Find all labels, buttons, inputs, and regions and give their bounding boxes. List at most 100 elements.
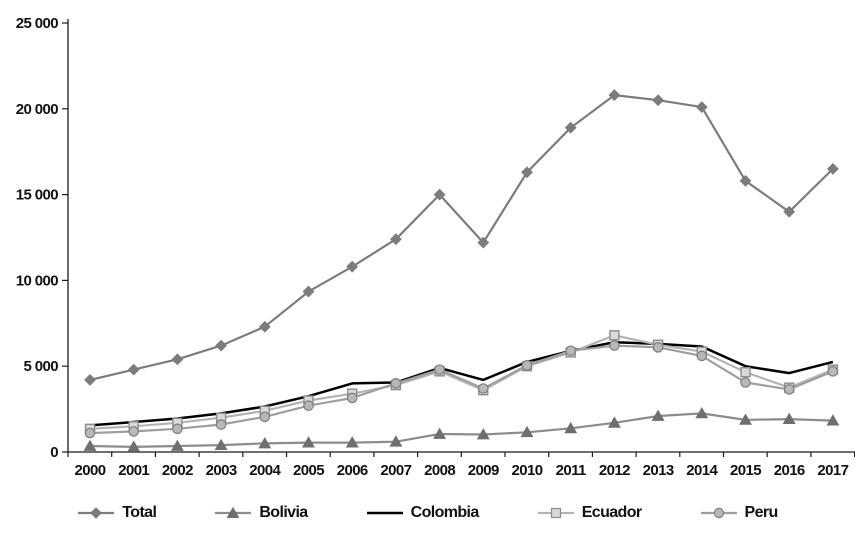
series-total-marker <box>695 101 708 113</box>
series-bolivia-marker <box>302 436 315 448</box>
series-peru-marker <box>521 360 533 371</box>
series-bolivia-marker <box>127 440 141 452</box>
line-chart-plot: 0 5 000 10 000 15 000 20 000 25 000 2000 2001 20… <box>16 15 855 479</box>
series-total-line <box>89 93 834 381</box>
series-ecuador-marker <box>609 330 620 341</box>
series-bolivia-marker <box>564 421 578 434</box>
legend-label-total: Total <box>122 503 157 521</box>
series-bolivia-marker <box>170 439 184 451</box>
series-peru-marker <box>434 364 445 375</box>
series-peru-marker <box>565 345 576 357</box>
series-peru-marker <box>740 377 751 388</box>
legend-bolivia-triangle-icon <box>215 506 252 518</box>
x-axis-tick-label: 2016 <box>774 462 805 479</box>
x-axis-tick-label: 2005 <box>293 462 324 479</box>
series-total-marker <box>84 374 96 386</box>
x-axis-tick-label: 2011 <box>556 462 586 479</box>
series-total-marker <box>302 285 315 298</box>
series-total-marker <box>521 166 533 179</box>
legend-colombia-line-icon <box>366 511 403 514</box>
legend-label-ecuador: Ecuador <box>581 503 642 521</box>
series-peru-marker <box>128 426 139 437</box>
legend-total-diamond-icon <box>78 506 115 519</box>
series-bolivia-marker <box>214 438 228 451</box>
x-axis-tick-label: 2010 <box>512 462 543 479</box>
y-axis-tick-label: 10 000 <box>16 272 59 289</box>
series-bolivia-marker <box>345 436 359 448</box>
x-axis-tick-label: 2014 <box>686 462 718 479</box>
series-total-marker <box>258 320 271 333</box>
series-bolivia-marker <box>826 414 840 426</box>
series-peru-marker <box>215 419 227 430</box>
series-total-marker <box>477 236 490 249</box>
series-peru-marker <box>390 378 402 389</box>
series-peru-marker <box>346 392 358 404</box>
series-bolivia-marker <box>739 413 752 425</box>
x-axis-tick-label: 2013 <box>643 462 674 479</box>
legend-item-bolivia: Bolivia <box>214 503 308 522</box>
chart-legend: Total Bolivia Colombia Ecuador Peru <box>0 492 855 533</box>
series-bolivia-marker <box>433 427 447 439</box>
legend-item-total: Total <box>77 503 157 522</box>
legend-item-peru: Peru <box>700 504 778 522</box>
x-axis-tick-label: 2002 <box>162 462 193 479</box>
series-bolivia-marker <box>607 416 621 428</box>
series-total-marker <box>171 353 184 366</box>
series-peru-marker <box>652 342 664 353</box>
x-axis-tick-label: 2017 <box>817 462 848 479</box>
series-total-marker <box>389 233 402 246</box>
legend-label-colombia: Colombia <box>410 503 480 521</box>
series-bolivia-marker <box>258 437 272 449</box>
x-axis-tick-label: 2007 <box>380 462 411 479</box>
series-bolivia-marker <box>389 435 403 447</box>
x-axis-tick-label: 2003 <box>206 462 237 479</box>
legend-label-bolivia: Bolivia <box>259 503 308 521</box>
series-bolivia-marker <box>782 412 796 424</box>
series-total-marker <box>215 339 228 352</box>
legend-ecuador-square-icon <box>537 507 574 518</box>
series-bolivia-line <box>89 412 833 448</box>
series-total-marker <box>127 363 140 376</box>
series-peru-line <box>89 344 834 435</box>
series-peru-marker <box>84 427 96 439</box>
legend-label-peru: Peru <box>744 503 779 521</box>
y-axis-tick-label: 0 <box>50 444 58 461</box>
legend-item-ecuador: Ecuador <box>537 504 642 522</box>
series-bolivia-marker <box>695 406 709 419</box>
x-axis-tick-label: 2008 <box>424 462 455 479</box>
series-total-marker <box>433 188 446 201</box>
series-ecuador-marker <box>740 367 751 378</box>
x-axis-tick-label: 2015 <box>730 462 761 479</box>
series-peru-marker <box>783 384 795 395</box>
x-axis-tick-label: 2001 <box>118 462 149 479</box>
series-total-marker <box>346 260 359 273</box>
series-total-marker <box>608 89 621 101</box>
series-bolivia-marker <box>83 439 97 451</box>
series-peru-marker <box>477 383 489 394</box>
legend-item-colombia: Colombia <box>366 504 479 522</box>
x-axis-tick-label: 2006 <box>337 462 368 479</box>
y-axis-tick-label: 5 000 <box>23 358 58 375</box>
series-bolivia-marker <box>520 425 534 438</box>
series-total-marker <box>564 121 577 134</box>
series-peru-marker <box>696 350 708 362</box>
series-peru-marker <box>259 411 271 423</box>
series-total-marker <box>652 94 665 107</box>
y-axis-tick-label: 15 000 <box>16 187 59 204</box>
series-peru-marker <box>303 400 314 411</box>
series-peru-marker <box>827 366 839 377</box>
y-axis-tick-label: 25 000 <box>16 15 59 32</box>
series-total-marker <box>826 162 839 175</box>
x-axis-tick-label: 2000 <box>75 462 106 479</box>
legend-peru-circle-icon <box>700 507 737 518</box>
x-axis-tick-label: 2009 <box>468 462 499 479</box>
series-total-marker <box>739 174 752 187</box>
x-axis-tick-label: 2004 <box>249 462 281 479</box>
series-bolivia-marker <box>476 428 490 440</box>
x-axis-tick-label: 2012 <box>599 462 630 479</box>
series-total-marker <box>783 205 796 218</box>
series-peru-marker <box>172 423 183 435</box>
series-bolivia-marker <box>651 409 665 421</box>
y-axis-tick-label: 20 000 <box>16 101 59 118</box>
